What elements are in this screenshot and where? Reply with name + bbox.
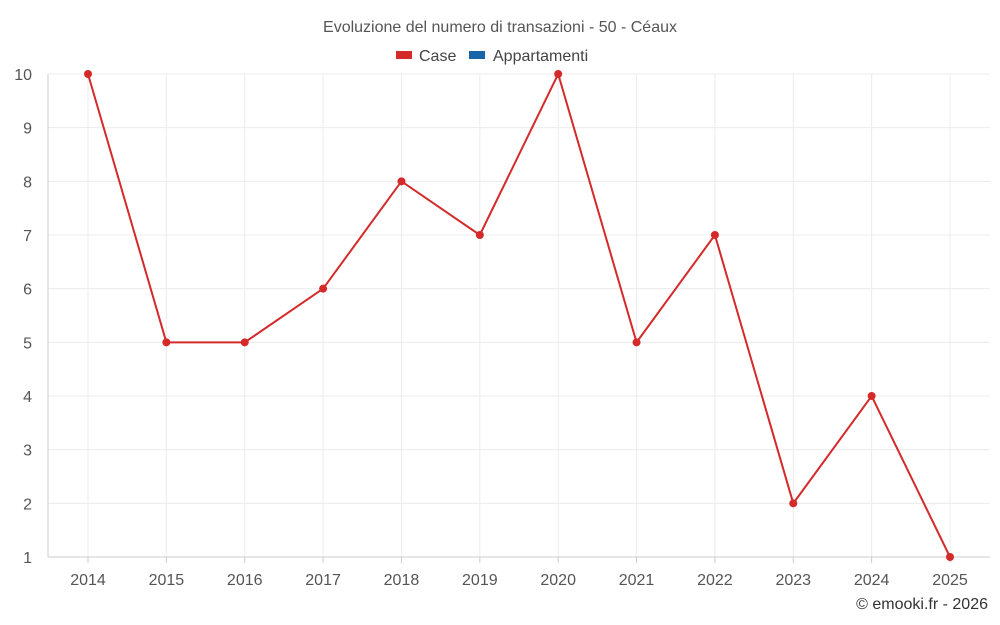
x-tick-label: 2015 [149,572,185,589]
x-tick-label: 2016 [227,572,263,589]
y-tick-label: 6 [23,282,32,299]
y-tick-label: 1 [23,550,32,567]
series [84,70,954,561]
data-point-case[interactable] [632,338,641,347]
x-tick-label: 2021 [619,572,655,589]
legend-label-case: Case [419,48,456,65]
x-tick-label: 2018 [384,572,420,589]
series-line-case [87,71,951,558]
y-tick-label: 8 [23,174,32,191]
x-tick-label: 2022 [697,572,733,589]
data-point-case[interactable] [867,392,876,400]
data-point-case[interactable] [710,231,719,239]
grid [48,73,990,557]
x-tick-label: 2024 [854,572,890,589]
legend-item-case[interactable]: Case [396,48,456,65]
x-tick-label: 2025 [932,572,968,589]
data-point-case[interactable] [946,553,954,561]
legend-item-appartamenti[interactable]: Appartamenti [469,48,588,65]
data-point-case[interactable] [84,70,92,78]
legend-swatch-appartamenti [469,51,485,59]
data-point-case[interactable] [319,284,328,293]
x-tick-label: 2014 [70,572,106,589]
credit-text: © emooki.fr - 2026 [856,596,988,613]
y-tick-label: 3 [23,443,32,460]
legend-swatch-case [396,51,412,59]
y-tick-label: 4 [23,389,32,406]
legend: Case Appartamenti [396,48,588,65]
y-tick-label: 9 [23,121,32,138]
y-tick-label: 7 [23,228,32,245]
data-point-case[interactable] [397,177,406,186]
x-tick-label: 2017 [305,572,341,589]
y-tick-label: 10 [14,67,32,84]
x-tick-label: 2019 [462,572,498,589]
data-point-case[interactable] [789,499,798,508]
data-point-case[interactable] [554,70,563,78]
axes: 1 2 3 4 5 6 7 8 9 10 2014 2015 2016 2017 2018 2019 2020 2… [14,67,990,589]
data-point-case[interactable] [475,231,484,239]
legend-label-appartamenti: Appartamenti [493,48,588,65]
y-tick-label: 5 [23,335,32,352]
y-tick-label: 2 [23,496,32,513]
chart-title: Evoluzione del numero di transazioni - 5… [323,19,677,36]
data-point-case[interactable] [240,338,249,347]
x-tick-label: 2020 [540,572,576,589]
x-tick-label: 2023 [775,572,811,589]
data-point-case[interactable] [162,338,171,347]
